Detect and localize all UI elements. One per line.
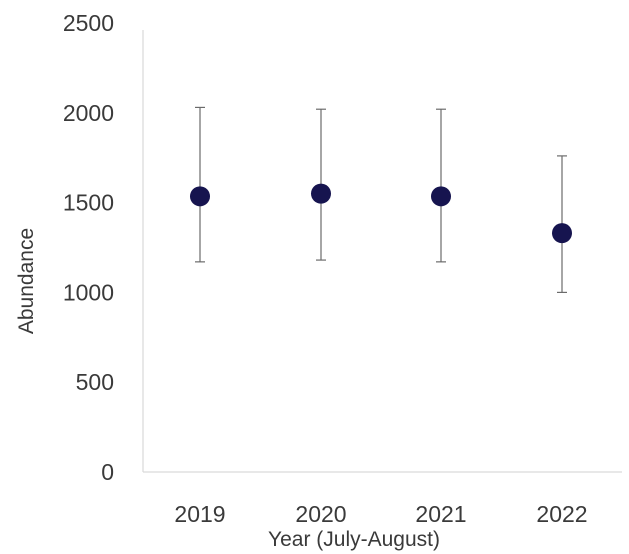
x-tick-label: 2021 bbox=[415, 501, 466, 527]
data-point bbox=[190, 186, 210, 207]
y-tick-label: 2500 bbox=[63, 10, 114, 36]
x-tick-label: 2022 bbox=[536, 501, 587, 527]
y-tick-label: 1500 bbox=[63, 190, 114, 216]
data-points bbox=[190, 183, 572, 244]
y-tick-labels: 0 500 1000 1500 2000 2500 bbox=[63, 10, 114, 485]
x-tick-label: 2019 bbox=[174, 501, 225, 527]
y-tick-label: 0 bbox=[101, 459, 114, 485]
chart-axes bbox=[142, 30, 622, 473]
data-point bbox=[431, 186, 451, 207]
x-tick-label: 2020 bbox=[295, 501, 346, 527]
error-bars bbox=[195, 106, 567, 293]
y-axis-title: Abundance bbox=[15, 228, 38, 334]
error-bar bbox=[195, 106, 205, 263]
data-point bbox=[552, 223, 572, 244]
data-point bbox=[311, 183, 331, 204]
x-axis-title: Year (July-August) bbox=[268, 528, 440, 551]
error-bar bbox=[436, 108, 446, 263]
y-tick-label: 2000 bbox=[63, 100, 114, 126]
y-tick-label: 1000 bbox=[63, 279, 114, 305]
x-tick-labels: 2019 2020 2021 2022 bbox=[174, 501, 587, 527]
y-tick-label: 500 bbox=[76, 369, 114, 395]
